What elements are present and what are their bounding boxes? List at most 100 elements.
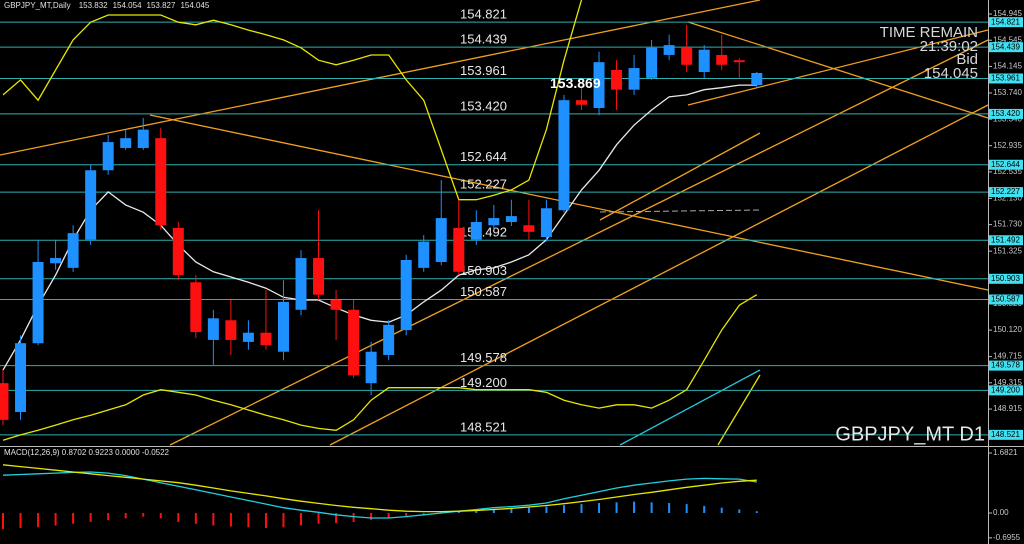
candle-body (85, 170, 97, 240)
trend-line (599, 132, 761, 221)
candle-body (0, 383, 9, 420)
candle-body (540, 208, 552, 238)
trend-line (687, 29, 989, 106)
candle-body (523, 225, 535, 232)
candle-body (242, 332, 254, 342)
candle-body (505, 216, 517, 223)
y-tick-label: 0.00 (993, 508, 1009, 517)
candle-body (32, 261, 44, 344)
histogram-bar (264, 513, 267, 529)
quote-value: 153.827 (147, 1, 176, 10)
level-box-label: 152.644 (991, 160, 1020, 169)
level-label: 148.521 (460, 419, 507, 434)
level-box-label: 154.821 (991, 17, 1020, 26)
channel-line (619, 369, 761, 446)
level-box (989, 235, 1023, 246)
candle-body (558, 100, 570, 211)
histogram-bar (124, 513, 127, 519)
level-label: 149.578 (460, 350, 507, 365)
histogram-bar (720, 507, 723, 514)
candle-body (102, 142, 114, 171)
histogram-bar (510, 508, 513, 514)
level-label: 152.644 (460, 149, 507, 164)
level-label: 150.587 (460, 284, 507, 299)
macd-panel: 1.6821 0.00 -0.6955 (2, 448, 1021, 542)
histogram-bar (405, 513, 408, 517)
candle-body (663, 45, 675, 55)
histogram-bar (107, 513, 110, 521)
level-box (989, 385, 1023, 396)
quote-value: 154.045 (180, 1, 209, 10)
candle-body (435, 218, 447, 262)
candle-body (313, 258, 325, 295)
level-label: 149.200 (460, 375, 507, 390)
level-box (989, 108, 1023, 119)
time-remain-label: TIME REMAIN (880, 24, 978, 41)
histogram-bar (703, 505, 706, 514)
histogram-bar (317, 513, 320, 524)
candle-body (15, 343, 27, 412)
quote-value: 154.054 (113, 1, 142, 10)
level-box-label: 153.961 (991, 74, 1020, 83)
candle-body (716, 54, 728, 65)
y-tick-label: 154.545 (993, 35, 1022, 44)
macd-title: MACD(12,26,9) 0.8702 0.9223 0.0000 -0.05… (4, 448, 170, 457)
histogram-bar (247, 513, 250, 528)
y-tick-label: -0.6955 (993, 533, 1021, 542)
level-box-label: 150.587 (991, 295, 1020, 304)
channel-line (717, 374, 761, 446)
level-box (989, 187, 1023, 198)
level-box-label: 149.200 (991, 385, 1020, 394)
histogram-bar (738, 509, 741, 514)
candle-body (365, 351, 377, 384)
level-box-label: 152.227 (991, 187, 1020, 196)
indicator-line (2, 464, 757, 513)
level-label: 151.492 (460, 225, 507, 240)
candle-body (172, 227, 184, 276)
histogram-bar (370, 513, 373, 521)
candle-body (470, 222, 482, 240)
y-tick-label: 150.120 (993, 325, 1022, 334)
indicator-line (2, 471, 757, 519)
candle-body (190, 282, 202, 333)
level-box-label: 148.521 (991, 430, 1020, 439)
candle-body (330, 299, 342, 310)
candle-body (751, 72, 763, 86)
level-box-label: 151.492 (991, 235, 1020, 244)
level-box-label: 153.420 (991, 109, 1020, 118)
level-box (989, 360, 1023, 371)
histogram-bar (598, 503, 601, 514)
candle-body (646, 47, 658, 78)
candle-body (225, 320, 237, 340)
y-tick-label: 152.535 (993, 167, 1022, 176)
level-box (989, 159, 1023, 170)
bid: 154.045 (924, 65, 978, 82)
level-box (989, 273, 1023, 284)
candle-body (698, 49, 710, 72)
level-box (989, 42, 1023, 53)
histogram-bar (159, 513, 162, 519)
level-box (989, 429, 1023, 440)
histogram-bar (545, 506, 548, 514)
histogram-bar (527, 507, 530, 514)
price-panel: 154.945154.545154.145153.740153.340152.9… (0, 0, 1023, 441)
candle-body (277, 301, 289, 352)
histogram-bar (142, 513, 145, 517)
y-tick-label: 1.6821 (993, 448, 1018, 457)
level-label: 154.439 (460, 32, 507, 47)
histogram-bar (335, 513, 338, 524)
histogram-bar (475, 510, 478, 514)
candle-body (155, 138, 167, 226)
histogram-bar (89, 513, 92, 522)
histogram-bar (615, 502, 618, 514)
histogram-bar (387, 513, 390, 519)
level-label: 152.227 (460, 177, 507, 192)
chart-title: GBPJPY_MT,Daily (4, 1, 71, 10)
candle-body (50, 258, 62, 264)
histogram-bar (633, 501, 636, 514)
candle-body (120, 138, 132, 148)
histogram-bar (37, 513, 40, 528)
histogram-bar (300, 513, 303, 526)
